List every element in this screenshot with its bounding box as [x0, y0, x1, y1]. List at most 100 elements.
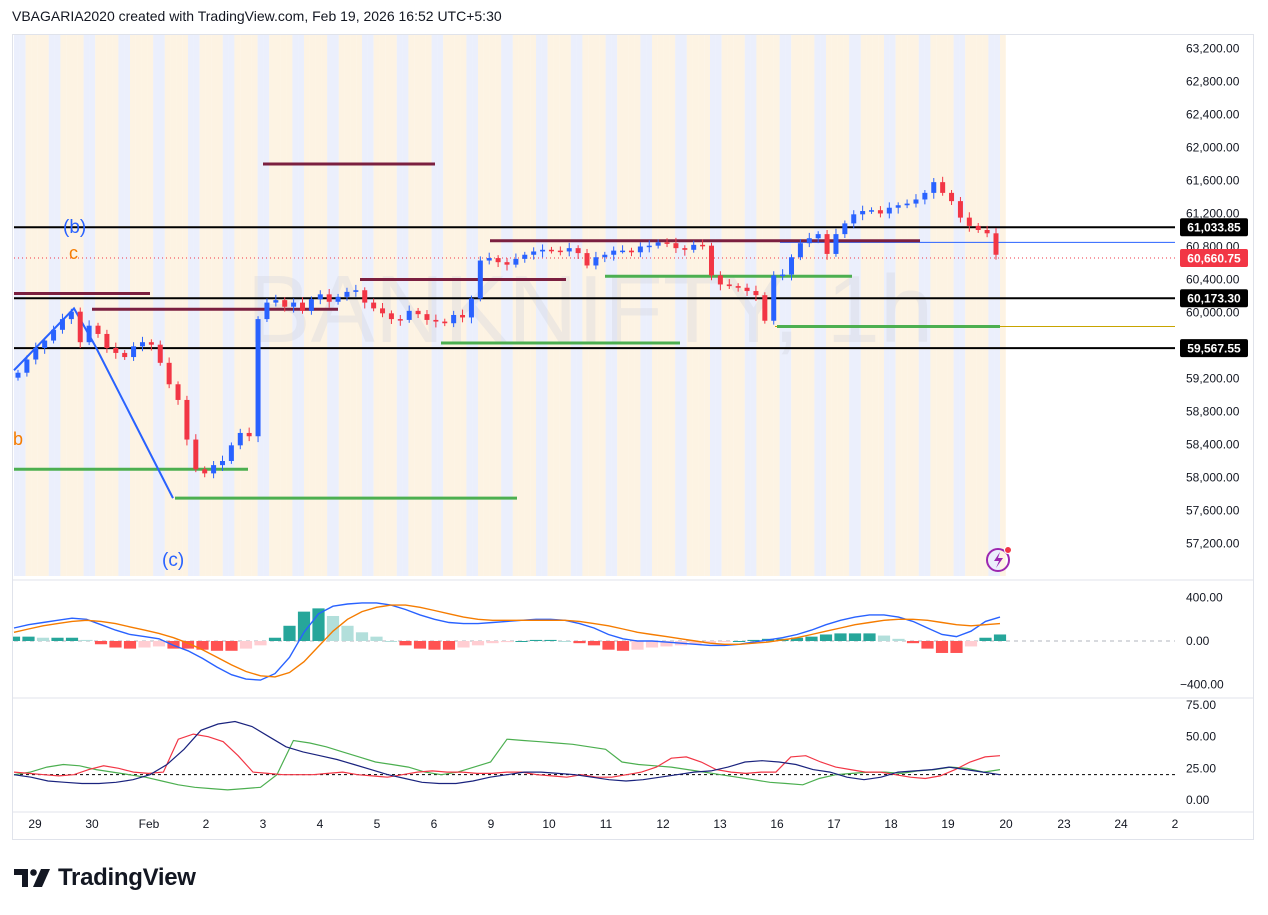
candle-body — [317, 294, 323, 300]
candle-body — [637, 246, 643, 253]
session-stripe — [524, 35, 531, 576]
candle-body — [806, 238, 812, 244]
macd-histogram-bar — [413, 641, 427, 649]
session-stripe — [176, 35, 183, 576]
session-stripe — [147, 35, 154, 576]
time-tick-label: 13 — [713, 817, 727, 831]
price-axis[interactable]: 63,200.00 62,800.00 62,400.00 62,000.00 61,6… — [1186, 42, 1240, 551]
session-stripe — [414, 35, 420, 576]
session-stripe — [907, 35, 913, 576]
candle-body — [673, 243, 679, 249]
session-stripe — [640, 35, 647, 576]
candle-body — [949, 192, 955, 202]
session-stripe — [286, 35, 293, 576]
macd-tick-label: 0.00 — [1186, 634, 1210, 648]
session-stripe — [924, 35, 931, 576]
macd-histogram-bar — [312, 608, 325, 641]
session-stripe — [721, 35, 728, 576]
macd-histogram-bar — [65, 637, 79, 641]
price-tick-label: 60,000.00 — [1186, 306, 1240, 320]
session-stripe — [454, 35, 461, 576]
candle-body — [664, 242, 670, 244]
candle-body — [886, 207, 892, 214]
price-tick-label: 62,800.00 — [1186, 75, 1240, 89]
macd-histogram-bar — [51, 637, 64, 641]
time-tick-label: 10 — [542, 817, 556, 831]
session-stripe — [60, 35, 67, 576]
session-stripe — [605, 35, 612, 576]
candle-body — [646, 245, 652, 248]
candle-body — [895, 205, 901, 208]
session-stripe — [437, 35, 444, 576]
macd-histogram-bar — [80, 639, 93, 641]
session-stripe — [14, 35, 20, 576]
candle-body — [522, 254, 528, 259]
chart-frame[interactable] — [12, 34, 1254, 840]
candle-body — [468, 298, 474, 318]
wave-label-b-blue[interactable]: (b) — [63, 217, 86, 238]
wave-label-b-orange[interactable]: b — [13, 429, 23, 449]
session-stripe — [628, 35, 635, 576]
candle-body — [273, 300, 279, 303]
candle-body — [15, 372, 21, 378]
candle-body — [513, 258, 519, 265]
session-stripe — [356, 35, 362, 576]
candle-body — [504, 262, 510, 265]
macd-histogram-bar — [950, 641, 963, 653]
session-stripe — [965, 35, 971, 576]
di-minus-line — [13, 733, 1001, 780]
macd-histogram-bar — [152, 641, 166, 647]
candle-body — [726, 284, 732, 287]
session-stripe — [959, 35, 966, 576]
session-stripe — [48, 35, 55, 576]
candle-body — [966, 217, 972, 226]
macd-histogram-bar — [906, 641, 920, 644]
session-stripe — [106, 35, 113, 576]
session-stripe — [733, 35, 739, 576]
candle-body — [851, 214, 857, 224]
macd-histogram-bar — [544, 639, 557, 641]
alert-icon[interactable] — [986, 546, 1012, 572]
tradingview-brand[interactable]: TradingView — [14, 864, 196, 892]
session-stripe — [681, 35, 687, 576]
macd-histogram-bar — [790, 637, 804, 641]
candle-body — [371, 302, 377, 309]
macd-histogram-bar — [370, 636, 383, 641]
candle-body — [353, 290, 359, 292]
macd-histogram-bar — [819, 634, 833, 641]
macd-histogram-bar — [747, 639, 760, 641]
candle-body — [406, 310, 412, 320]
wave-label-c-blue[interactable]: (c) — [162, 550, 184, 571]
time-axis[interactable]: 29 30 Feb 2 3 4 5 6 9 10 11 12 13 16 17 18 19 20 23 24 2 — [13, 579, 1254, 831]
session-stripe — [135, 35, 142, 576]
session-stripe — [182, 35, 188, 576]
session-stripe — [831, 35, 838, 576]
candle-body — [531, 251, 537, 255]
session-stripe — [669, 35, 676, 576]
session-stripe — [251, 35, 258, 576]
candle-body — [166, 362, 172, 385]
session-stripe — [483, 35, 490, 576]
price-tags: 61,033.85 60,660.75 60,173.30 59,567.55 — [1180, 218, 1248, 358]
price-tag-box — [1180, 289, 1248, 308]
wave-label-c-orange[interactable]: c — [69, 243, 78, 263]
candle-body — [753, 291, 759, 296]
price-tick-label: 57,200.00 — [1186, 537, 1240, 551]
session-stripe — [820, 35, 826, 576]
macd-axis: 400.00 0.00 −400.00 — [1180, 591, 1224, 692]
macd-tick-label: 400.00 — [1186, 591, 1223, 605]
session-stripe — [646, 35, 652, 576]
macd-histogram-bar — [892, 638, 905, 641]
macd-histogram-bar — [254, 641, 267, 646]
dmi-tick-label: 50.00 — [1186, 730, 1216, 744]
price-tick-label: 58,400.00 — [1186, 438, 1240, 452]
macd-histogram-bar — [471, 641, 485, 646]
candle-body — [388, 313, 394, 320]
candle-body — [344, 291, 350, 297]
session-stripe — [257, 35, 264, 576]
time-tick-label: 30 — [85, 817, 99, 831]
macd-histogram-bar — [181, 641, 195, 649]
session-stripe — [489, 35, 496, 576]
session-stripe — [193, 35, 200, 576]
